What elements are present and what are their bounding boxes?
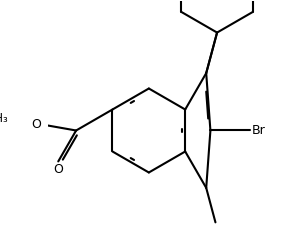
Text: Br: Br	[251, 124, 265, 137]
Text: CH₃: CH₃	[0, 112, 8, 125]
Text: O: O	[31, 118, 41, 131]
Text: O: O	[53, 163, 63, 176]
